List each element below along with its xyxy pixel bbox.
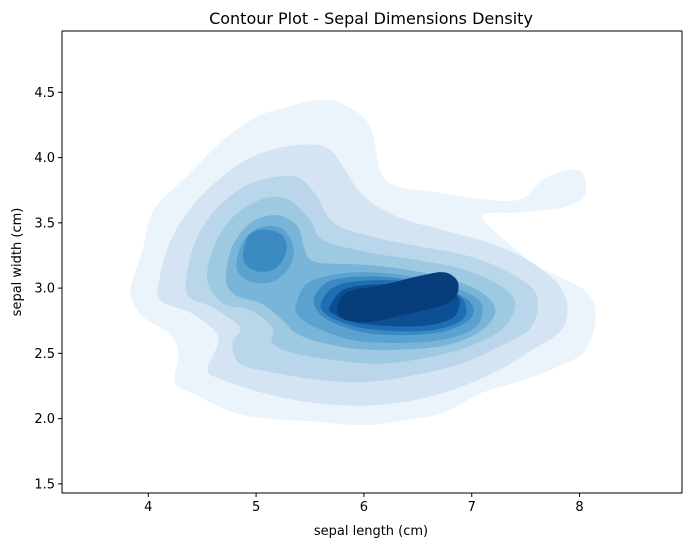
x-tick-label: 6	[360, 500, 368, 515]
x-tick-label: 8	[575, 500, 583, 515]
contour-fills	[130, 99, 596, 426]
x-tick-label: 4	[144, 500, 152, 515]
y-axis-label: sepal width (cm)	[10, 208, 25, 317]
chart-title: Contour Plot - Sepal Dimensions Density	[209, 9, 533, 28]
plot-frame	[61, 30, 683, 494]
y-tick-label: 2.5	[34, 347, 55, 362]
y-tick-label: 4.5	[34, 86, 55, 101]
x-tick-label: 5	[252, 500, 260, 515]
y-axis: 1.5 2.0 2.5 3.0 3.5 4.0 4.5	[34, 86, 62, 492]
y-tick-label: 2.0	[34, 412, 55, 427]
x-tick-label: 7	[468, 500, 476, 515]
y-tick-label: 3.0	[34, 282, 55, 297]
plot-area	[61, 30, 683, 494]
contour-level-7-region-7	[242, 229, 287, 272]
contour-level-10-region-11	[336, 272, 459, 323]
x-axis-label: sepal length (cm)	[314, 524, 428, 539]
y-tick-label: 1.5	[34, 477, 55, 492]
y-tick-label: 4.0	[34, 151, 55, 166]
x-axis: 4 5 6 7 8	[144, 493, 584, 515]
y-tick-label: 3.5	[34, 216, 55, 231]
